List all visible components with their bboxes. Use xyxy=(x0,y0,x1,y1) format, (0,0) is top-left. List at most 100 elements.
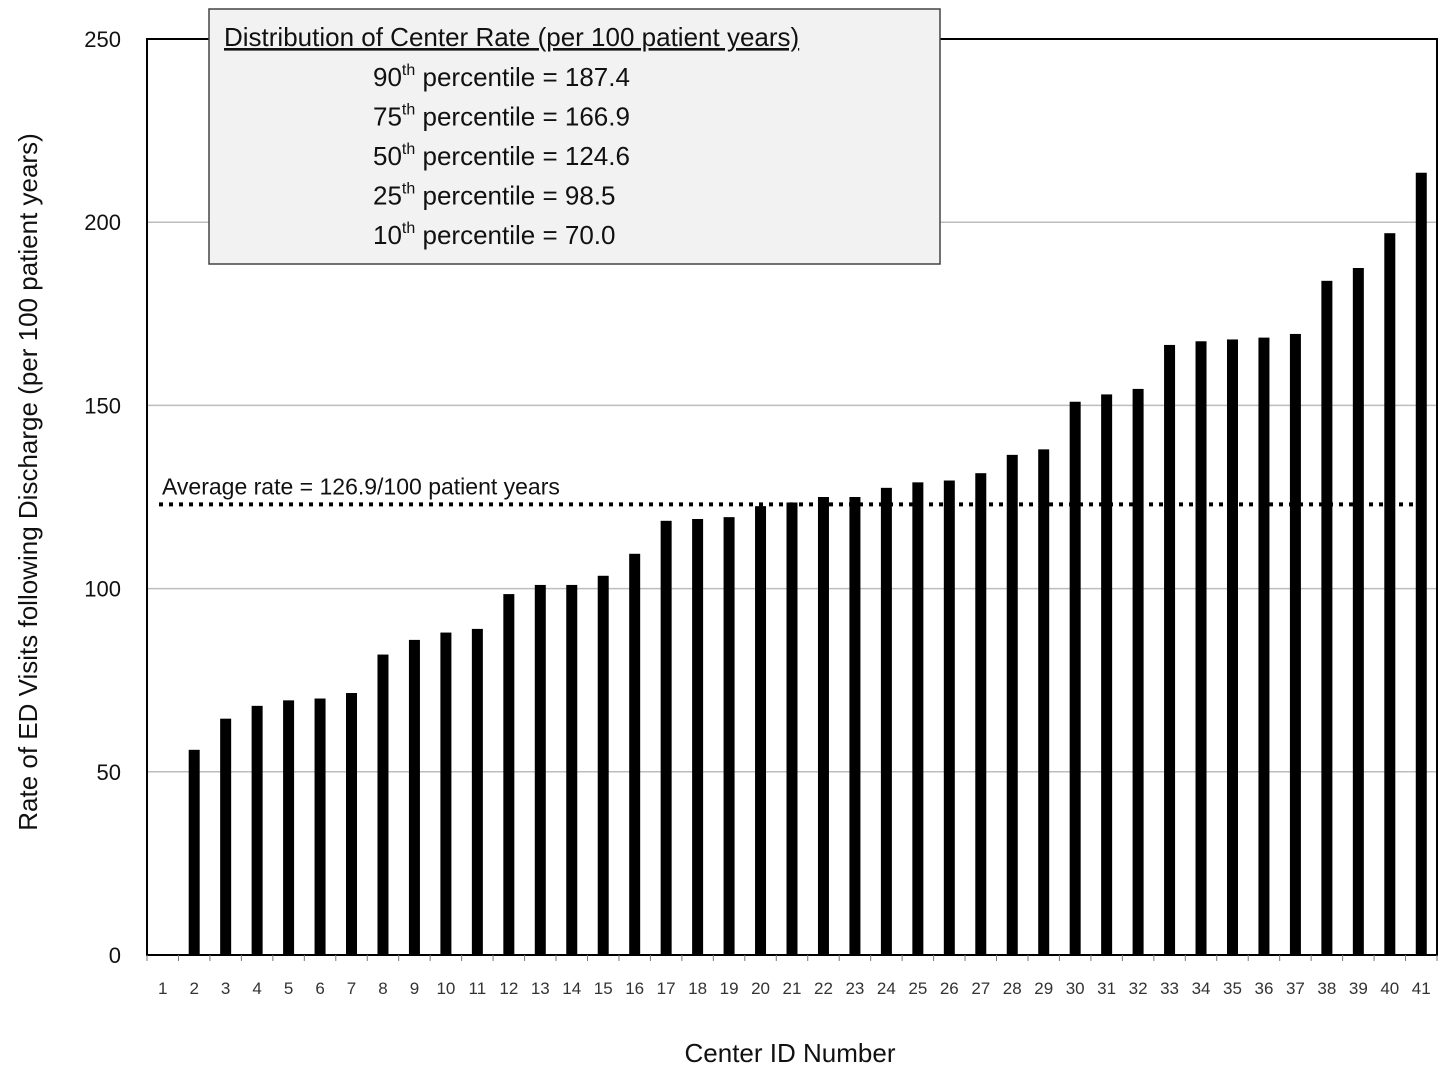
bar xyxy=(755,506,767,955)
bar xyxy=(692,518,704,955)
bar xyxy=(1195,341,1207,955)
x-tick-label: 33 xyxy=(1160,979,1179,998)
distribution-row: 50th percentile = 124.6 xyxy=(373,141,630,171)
y-tick-label: 0 xyxy=(109,943,121,968)
y-tick-label: 200 xyxy=(84,210,121,235)
x-tick-label: 40 xyxy=(1380,979,1399,998)
x-tick-label: 39 xyxy=(1349,979,1368,998)
bar xyxy=(377,654,389,955)
x-tick-label: 25 xyxy=(908,979,927,998)
bar xyxy=(1101,394,1113,956)
bar xyxy=(1352,268,1364,955)
y-tick-label: 50 xyxy=(97,760,121,785)
distribution-row: 75th percentile = 166.9 xyxy=(373,102,630,132)
distribution-row: 10th percentile = 70.0 xyxy=(373,220,615,250)
x-tick-label: 11 xyxy=(469,979,487,998)
x-tick-label: 37 xyxy=(1286,979,1305,998)
x-tick-label: 41 xyxy=(1412,979,1431,998)
x-tick-label: 6 xyxy=(315,979,324,998)
x-tick-label: 16 xyxy=(625,979,644,998)
y-axis-ticks: 0 50 100 150 200 250 xyxy=(84,27,121,968)
bar xyxy=(660,520,672,955)
x-tick-label: 3 xyxy=(221,979,230,998)
bar xyxy=(503,594,515,955)
x-tick-label: 28 xyxy=(1003,979,1022,998)
bar xyxy=(597,575,609,955)
bar xyxy=(1164,344,1176,956)
bar xyxy=(1289,333,1301,955)
x-tick-label: 19 xyxy=(720,979,739,998)
x-tick-label: 1 xyxy=(158,979,167,998)
x-tick-label: 27 xyxy=(971,979,990,998)
x-tick-label: 7 xyxy=(347,979,356,998)
x-tick-label: 20 xyxy=(751,979,770,998)
x-tick-label: 21 xyxy=(783,979,802,998)
bar xyxy=(849,497,861,955)
x-tick-label: 14 xyxy=(562,979,581,998)
bar xyxy=(1321,280,1333,956)
bar xyxy=(1132,388,1144,955)
x-tick-label: 34 xyxy=(1192,979,1211,998)
x-tick-label: 22 xyxy=(814,979,833,998)
x-axis-title: Center ID Number xyxy=(685,1038,896,1068)
distribution-row: 90th percentile = 187.4 xyxy=(373,62,630,92)
bar xyxy=(220,718,232,955)
y-tick-label: 100 xyxy=(84,577,121,602)
x-tick-label: 29 xyxy=(1034,979,1053,998)
average-rate-label: Average rate = 126.9/100 patient years xyxy=(162,473,560,499)
x-tick-label: 17 xyxy=(657,979,676,998)
bar xyxy=(943,480,955,955)
distribution-box: Distribution of Center Rate (per 100 pat… xyxy=(208,8,941,265)
y-axis-title: Rate of ED Visits following Discharge (p… xyxy=(13,133,43,831)
x-tick-label: 30 xyxy=(1066,979,1085,998)
bar xyxy=(471,628,483,955)
bar xyxy=(566,584,578,955)
x-tick-label: 36 xyxy=(1254,979,1273,998)
bars xyxy=(188,172,1427,956)
bar xyxy=(188,749,200,955)
bar xyxy=(1069,401,1081,956)
x-tick-label: 26 xyxy=(940,979,959,998)
x-tick-label: 31 xyxy=(1097,979,1116,998)
bar xyxy=(1006,454,1018,955)
distribution-row: 25th percentile = 98.5 xyxy=(373,181,615,211)
x-tick-label: 5 xyxy=(284,979,293,998)
x-tick-label: 35 xyxy=(1223,979,1242,998)
bar xyxy=(1258,337,1270,956)
bar xyxy=(251,705,263,955)
bar xyxy=(346,693,358,955)
bar xyxy=(629,553,641,955)
y-tick-label: 250 xyxy=(84,27,121,52)
bar xyxy=(723,517,735,955)
x-tick-label: 38 xyxy=(1317,979,1336,998)
x-tick-label: 13 xyxy=(531,979,550,998)
y-tick-label: 150 xyxy=(84,393,121,418)
bar xyxy=(314,698,326,955)
bar xyxy=(534,584,546,955)
bar xyxy=(1415,172,1427,956)
x-tick-label: 8 xyxy=(378,979,387,998)
bar xyxy=(912,482,924,955)
x-tick-label: 10 xyxy=(436,979,455,998)
bar xyxy=(880,487,892,955)
x-tick-label: 2 xyxy=(189,979,198,998)
x-tick-label: 24 xyxy=(877,979,896,998)
bar xyxy=(408,639,420,955)
bar xyxy=(1384,233,1396,955)
x-tick-label: 15 xyxy=(594,979,613,998)
bar xyxy=(817,497,829,955)
x-tick-label: 12 xyxy=(499,979,518,998)
bar xyxy=(283,700,295,955)
x-tick-label: 23 xyxy=(845,979,864,998)
x-tick-label: 9 xyxy=(410,979,419,998)
x-tick-label: 4 xyxy=(252,979,261,998)
bar xyxy=(786,502,798,955)
distribution-box-title: Distribution of Center Rate (per 100 pat… xyxy=(224,22,799,52)
bar xyxy=(975,473,987,955)
x-tick-label: 32 xyxy=(1129,979,1148,998)
x-axis-ticks: 1 2 3 4 5 6 7 8 9 10 11 12 13 14 15 16 17 18 19 20 21 22 23 24 2… xyxy=(146,955,1438,998)
x-tick-label: 18 xyxy=(688,979,707,998)
bar xyxy=(1226,339,1238,955)
bar xyxy=(440,632,452,955)
